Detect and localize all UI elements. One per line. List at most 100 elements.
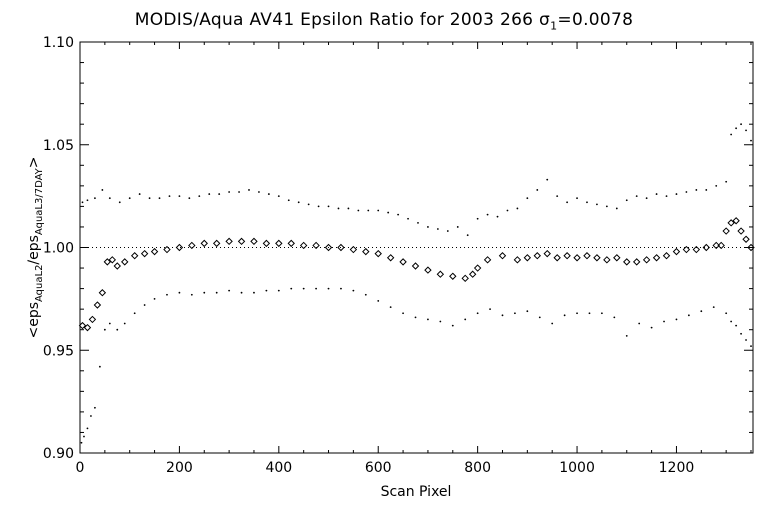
upper-bound-point [158, 197, 161, 200]
upper-bound-point [307, 203, 310, 206]
upper-bound-point [238, 191, 240, 193]
upper-bound-point [178, 195, 181, 198]
upper-bound-series [81, 123, 752, 237]
lower-bound-point [650, 326, 653, 329]
lower-bound-point [501, 314, 504, 317]
mean-ratio-point [583, 252, 591, 260]
upper-bound-point [367, 209, 370, 212]
upper-bound-point [695, 189, 698, 191]
lower-bound-point [745, 339, 747, 341]
y-axis-title-open: <eps [26, 302, 42, 339]
upper-bound-point [317, 205, 320, 208]
mean-ratio-point [200, 239, 208, 248]
upper-bound-point [466, 234, 469, 237]
upper-bound-point [536, 189, 539, 191]
upper-bound-point [456, 226, 459, 228]
upper-bound-point [327, 205, 330, 208]
upper-bound-point [635, 195, 638, 198]
lower-bound-point [190, 293, 193, 296]
lower-bound-series [80, 287, 752, 444]
lower-bound-point [90, 415, 92, 417]
lower-bound-point [315, 287, 317, 290]
lower-bound-point [638, 322, 641, 325]
lower-bound-point [675, 318, 678, 321]
mean-ratio-point [642, 256, 651, 264]
lower-bound-point [98, 365, 101, 368]
mean-ratio-point [275, 239, 283, 248]
upper-bound-point [526, 197, 529, 200]
lower-bound-point [277, 289, 280, 292]
x-tick-label: 1200 [659, 460, 695, 476]
lower-bound-point [588, 312, 591, 315]
upper-bound-point [81, 201, 84, 204]
upper-bound-point [258, 191, 260, 193]
upper-bound-point [625, 199, 628, 202]
mean-ratio-point [374, 249, 382, 258]
mean-ratio-point [652, 254, 661, 262]
upper-bound-point [128, 197, 131, 200]
lower-bound-point [563, 314, 566, 317]
mean-ratio-point [312, 241, 320, 250]
lower-bound-point [340, 287, 342, 290]
upper-bound-point [715, 184, 718, 187]
y-tick-label: 0.95 [43, 343, 74, 359]
upper-bound-point [287, 199, 290, 202]
mean-ratio-point [436, 270, 445, 278]
mean-ratio-point [150, 247, 159, 256]
upper-bound-point [506, 209, 509, 212]
title-sigma-value: =0.0078 [557, 10, 634, 30]
y-tick-label: 1.10 [43, 35, 74, 51]
y-axis-title-close: > [26, 156, 42, 168]
upper-bound-point [218, 193, 221, 195]
upper-bound-point [228, 191, 231, 193]
lower-bound-point [700, 310, 703, 313]
upper-bound-point [108, 197, 111, 200]
lower-bound-point [327, 287, 330, 290]
mean-ratio-point [513, 256, 522, 264]
upper-bound-point [436, 228, 439, 230]
upper-bound-point [297, 201, 300, 204]
mean-ratio-point [130, 252, 139, 260]
mean-ratio-point [121, 258, 129, 266]
mean-ratio-point [386, 254, 395, 262]
mean-ratio-point [237, 237, 246, 246]
upper-bound-point [377, 209, 380, 212]
upper-bound-point [725, 180, 728, 183]
lower-bound-point [514, 312, 516, 315]
lower-bound-point [687, 314, 690, 317]
mean-ratio-point [424, 266, 432, 274]
lower-bound-point [94, 406, 96, 409]
mean-ratio-point [411, 262, 420, 270]
y-axis-title-mid: /eps [26, 235, 42, 265]
upper-bound-point [655, 193, 658, 195]
upper-bound-point [745, 129, 747, 132]
mean-ratio-point [287, 239, 295, 248]
upper-bound-point [586, 201, 588, 204]
mean-ratio-point [623, 258, 631, 266]
upper-bound-point [198, 195, 201, 198]
mean-ratio-point [483, 256, 492, 264]
mean-ratio-point [523, 254, 532, 262]
lower-bound-point [83, 435, 85, 438]
upper-bound-point [407, 217, 409, 220]
x-axis: 0 200 400 600 800 1000 1200 [76, 42, 752, 476]
mean-ratio-point [498, 252, 507, 260]
lower-bound-point [489, 308, 491, 311]
lower-bound-point [576, 312, 578, 315]
lower-bound-point [240, 291, 243, 294]
lower-bound-point [538, 316, 541, 319]
lower-bound-point [265, 289, 268, 292]
upper-bound-point [101, 189, 104, 191]
lower-bound-point [427, 318, 429, 321]
upper-bound-point [566, 201, 569, 204]
title-prefix: MODIS/Aqua AV41 Epsilon Ratio for 2003 2… [134, 10, 540, 30]
lower-bound-point [625, 334, 628, 337]
mean-ratio-point [543, 249, 551, 258]
lower-bound-point [253, 291, 255, 294]
upper-bound-point [750, 139, 752, 142]
mean-ratio-series [78, 217, 755, 332]
upper-bound-point [546, 178, 549, 181]
upper-bound-point [148, 197, 151, 200]
lower-bound-point [290, 287, 293, 290]
upper-bound-point [735, 127, 738, 130]
